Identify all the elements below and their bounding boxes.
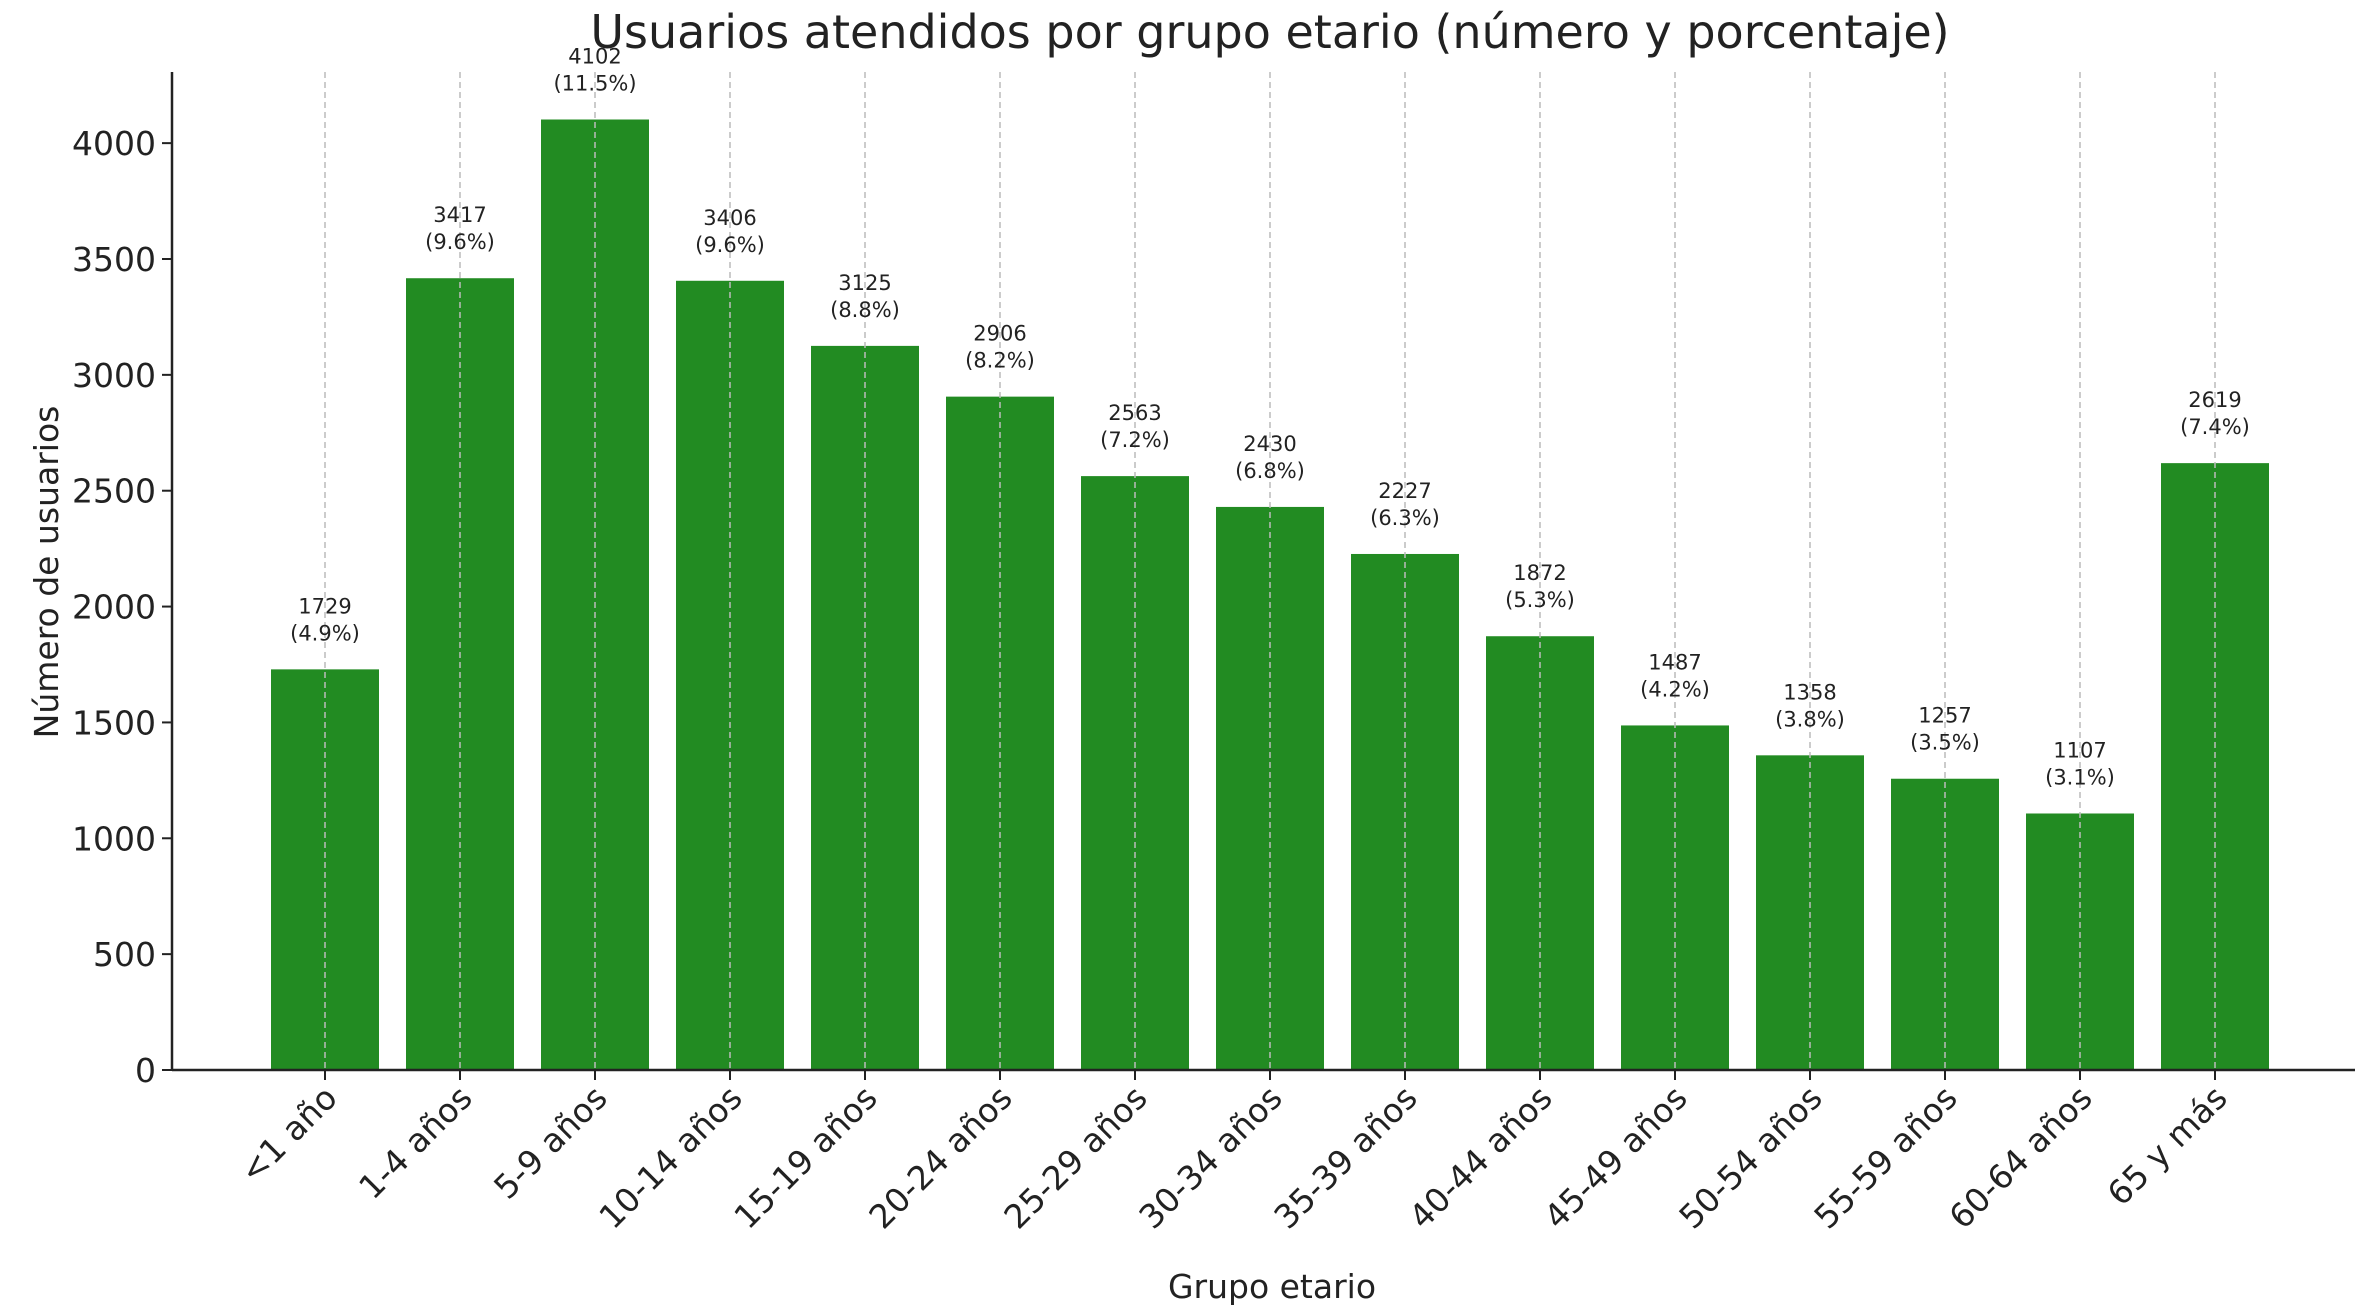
x-axis-label: Grupo etario xyxy=(1168,1267,1376,1306)
value-label: 1358 xyxy=(1783,680,1836,704)
bar xyxy=(2026,813,2134,1070)
value-label: 4102 xyxy=(568,45,621,69)
percent-label: (4.9%) xyxy=(290,621,360,645)
value-label: 2227 xyxy=(1378,479,1431,503)
y-tick-label: 2500 xyxy=(72,472,156,511)
x-tick-label: 40-44 años xyxy=(1401,1078,1559,1236)
percent-label: (9.6%) xyxy=(425,230,495,254)
chart-title: Usuarios atendidos por grupo etario (núm… xyxy=(590,5,1949,59)
percent-label: (3.1%) xyxy=(2045,765,2115,789)
y-tick-label: 2000 xyxy=(72,588,156,627)
value-label: 1257 xyxy=(1918,704,1971,728)
x-tick-label: 65 y más xyxy=(2100,1078,2235,1213)
y-tick-label: 0 xyxy=(135,1051,156,1090)
value-label: 1872 xyxy=(1513,561,1566,585)
percent-label: (8.8%) xyxy=(830,298,900,322)
value-label: 3406 xyxy=(703,206,756,230)
percent-label: (9.6%) xyxy=(695,233,765,257)
percent-label: (3.8%) xyxy=(1775,707,1845,731)
value-label: 3125 xyxy=(838,271,891,295)
y-axis-label: Número de usuarios xyxy=(27,406,66,739)
y-tick-label: 3000 xyxy=(72,356,156,395)
y-tick-label: 1500 xyxy=(72,703,156,742)
percent-label: (3.5%) xyxy=(1910,731,1980,755)
value-label: 1107 xyxy=(2053,738,2106,762)
x-tick-label: <1 año xyxy=(232,1078,345,1191)
percent-label: (11.5%) xyxy=(553,72,636,96)
percent-label: (5.3%) xyxy=(1505,588,1575,612)
value-label: 2619 xyxy=(2188,388,2241,412)
percent-label: (7.2%) xyxy=(1100,428,1170,452)
x-tick-label: 1-4 años xyxy=(351,1078,480,1207)
x-tick-label: 60-64 años xyxy=(1941,1078,2099,1236)
percent-label: (6.8%) xyxy=(1235,459,1305,483)
y-tick-label: 3500 xyxy=(72,240,156,279)
value-label: 3417 xyxy=(433,203,486,227)
percent-label: (7.4%) xyxy=(2180,415,2250,439)
x-tick-label: 15-19 años xyxy=(726,1078,884,1236)
percent-label: (4.2%) xyxy=(1640,677,1710,701)
y-tick-label: 500 xyxy=(93,935,156,974)
x-tick-label: 5-9 años xyxy=(486,1078,615,1207)
x-tick-label: 50-54 años xyxy=(1671,1078,1829,1236)
value-label: 1729 xyxy=(298,594,351,618)
percent-label: (8.2%) xyxy=(965,349,1035,373)
value-label: 2906 xyxy=(973,322,1026,346)
value-label: 1487 xyxy=(1648,650,1701,674)
x-tick-label: 25-29 años xyxy=(996,1078,1154,1236)
value-label: 2430 xyxy=(1243,432,1296,456)
x-tick-label: 55-59 años xyxy=(1806,1078,1964,1236)
x-tick-label: 30-34 años xyxy=(1131,1078,1289,1236)
value-label: 2563 xyxy=(1108,401,1161,425)
x-tick-label: 20-24 años xyxy=(861,1078,1019,1236)
percent-label: (6.3%) xyxy=(1370,506,1440,530)
bar xyxy=(271,669,379,1070)
y-tick-label: 1000 xyxy=(72,819,156,858)
x-tick-label: 10-14 años xyxy=(591,1078,749,1236)
x-tick-label: 35-39 años xyxy=(1266,1078,1424,1236)
x-tick-label: 45-49 años xyxy=(1536,1078,1694,1236)
y-tick-label: 4000 xyxy=(72,124,156,163)
